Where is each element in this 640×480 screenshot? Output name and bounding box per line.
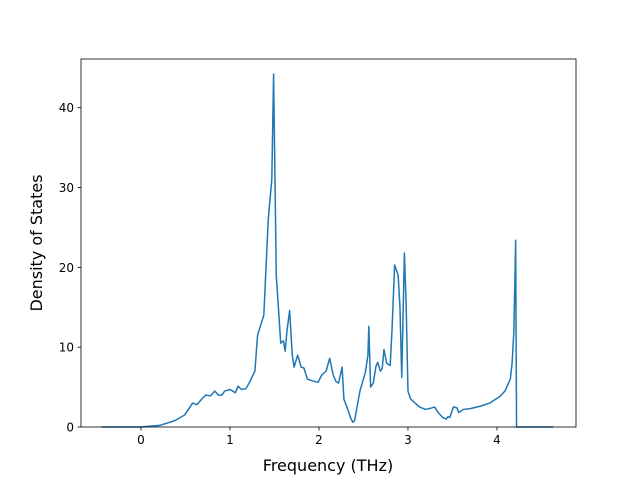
data-line (101, 73, 554, 428)
x-tick-label: 1 (226, 433, 234, 447)
y-tick-label: 40 (59, 101, 74, 115)
x-tick-label: 2 (315, 433, 323, 447)
y-tick-label: 30 (59, 181, 74, 195)
y-axis-label: Density of States (27, 174, 46, 311)
x-tick-label: 0 (137, 433, 145, 447)
plot-frame (80, 58, 577, 428)
y-tick-label: 10 (59, 341, 74, 355)
x-tick-label: 3 (404, 433, 412, 447)
x-axis-label: Frequency (THz) (263, 456, 393, 475)
y-tick-label: 20 (59, 261, 74, 275)
y-tick-label: 0 (66, 421, 74, 435)
x-tick-label: 4 (493, 433, 501, 447)
